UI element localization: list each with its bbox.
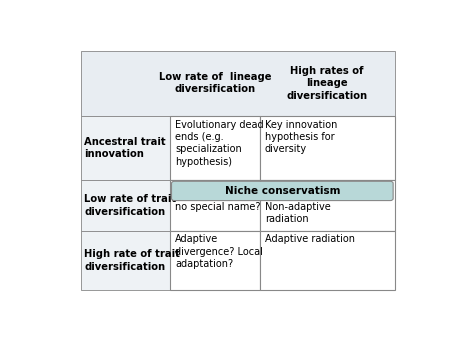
Bar — [81, 51, 395, 116]
Bar — [170, 116, 260, 180]
Text: Low rate of trait
diversification: Low rate of trait diversification — [84, 194, 176, 217]
Text: High rate of trait
diversification: High rate of trait diversification — [84, 249, 180, 272]
Bar — [81, 51, 395, 290]
Bar — [81, 116, 170, 180]
Bar — [81, 180, 170, 231]
Text: Adaptive
divergence? Local
adaptation?: Adaptive divergence? Local adaptation? — [176, 235, 263, 269]
Text: Low rate of  lineage
diversification: Low rate of lineage diversification — [158, 72, 271, 95]
Text: Non-adaptive
radiation: Non-adaptive radiation — [265, 201, 331, 224]
Text: no special name?: no special name? — [176, 201, 261, 212]
Bar — [170, 180, 260, 231]
Bar — [260, 231, 395, 290]
Text: Evolutionary dead
ends (e.g.
specialization
hypothesis): Evolutionary dead ends (e.g. specializat… — [176, 120, 264, 167]
Bar — [81, 231, 170, 290]
Text: High rates of
lineage
diversification: High rates of lineage diversification — [287, 66, 368, 101]
Text: Ancestral trait
innovation: Ancestral trait innovation — [84, 137, 166, 159]
Text: Adaptive radiation: Adaptive radiation — [265, 235, 355, 244]
Bar — [260, 116, 395, 180]
FancyBboxPatch shape — [171, 181, 393, 200]
Text: Niche conservatism: Niche conservatism — [225, 186, 340, 196]
Bar — [260, 180, 395, 231]
Bar — [170, 231, 260, 290]
Text: Key innovation
hypothesis for
diversity: Key innovation hypothesis for diversity — [265, 120, 337, 154]
